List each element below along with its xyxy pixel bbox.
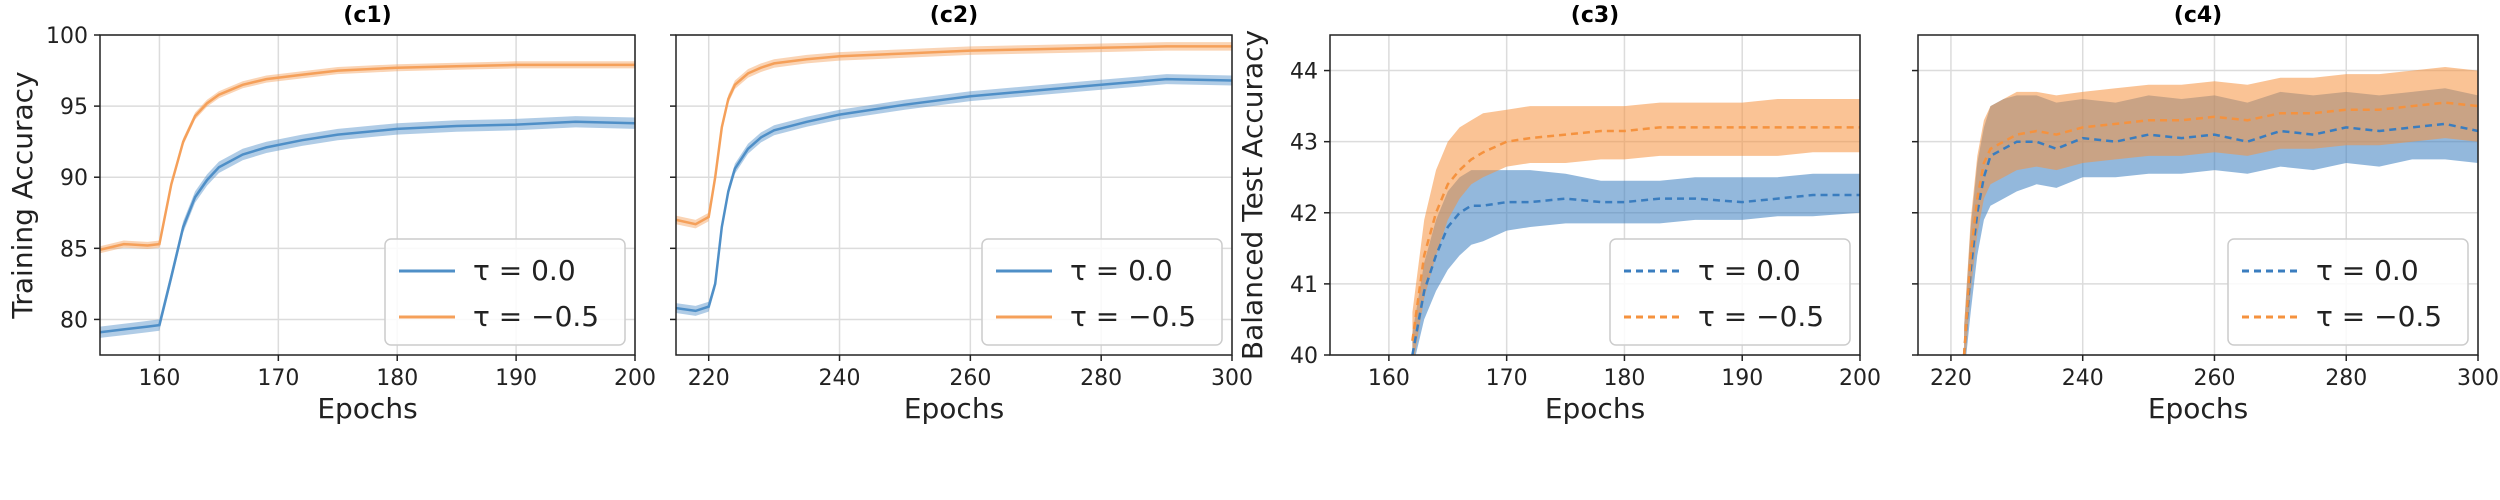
chart-panel-4: 220 240 260 280 300 (c4) Epochs τ = 0.0 τ = −0.5	[1912, 3, 2499, 425]
panel-title: (c4)	[2174, 3, 2222, 28]
panel-title: (c3)	[1571, 3, 1619, 28]
x-axis-label: Epochs	[317, 392, 417, 425]
y-tick-label: 44	[1290, 60, 1318, 85]
y-tick-label: 40	[1290, 344, 1318, 369]
legend-label-2: τ = −0.5	[473, 300, 599, 333]
legend: τ = 0.0 τ = −0.5	[1609, 238, 1851, 346]
y-tick-label: 90	[60, 166, 88, 191]
x-tick-label: 180	[1603, 366, 1645, 391]
x-tick-label: 200	[614, 366, 656, 391]
legend-label-1: τ = 0.0	[1698, 254, 1801, 287]
y-axis-label: Balanced Test Accuracy	[1236, 30, 1269, 360]
series-2-band	[1412, 99, 1860, 355]
x-tick-label: 300	[1211, 366, 1253, 391]
legend-box	[1609, 238, 1851, 346]
y-tick-label: 80	[60, 308, 88, 333]
x-tick-label: 280	[1080, 366, 1122, 391]
x-tick-label: 260	[949, 366, 991, 391]
x-axis-label: Epochs	[2148, 392, 2248, 425]
legend-label-2: τ = −0.5	[2316, 300, 2442, 333]
series-2-line	[1411, 126, 1860, 341]
plot-area	[100, 61, 635, 338]
x-tick-label: 170	[1486, 366, 1528, 391]
x-tick-label: 220	[1930, 366, 1972, 391]
plot-area	[1962, 67, 2478, 355]
x-tick-label: 300	[2457, 366, 2499, 391]
series-1-band	[1412, 170, 1860, 355]
series-2-line	[100, 63, 635, 252]
x-tick-label: 190	[1721, 366, 1763, 391]
series-1-line	[1962, 122, 2478, 355]
chart-panel-3: 160 170 180 190 200 40 41 42 43 44 (c3) Epochs Balan…	[1236, 3, 1881, 425]
y-tick-label: 95	[60, 95, 88, 120]
x-axis-label: Epochs	[904, 392, 1004, 425]
x-axis-label: Epochs	[1545, 392, 1645, 425]
legend-label-1: τ = 0.0	[1070, 254, 1173, 287]
x-tick-label: 160	[138, 366, 180, 391]
legend-label-1: τ = 0.0	[2316, 254, 2419, 287]
legend-label-2: τ = −0.5	[1070, 300, 1196, 333]
legend-label-2: τ = −0.5	[1698, 300, 1824, 333]
x-tick-label: 280	[2325, 366, 2367, 391]
series-2-line	[676, 45, 1232, 226]
x-tick-label: 260	[2193, 366, 2235, 391]
legend: τ = 0.0 τ = −0.5	[2227, 238, 2469, 346]
axes-frame	[675, 34, 1233, 356]
x-tick-label: 240	[819, 366, 861, 391]
series-1-line	[676, 77, 1232, 313]
axes-frame	[99, 34, 636, 356]
chart-panel-2: 220 240 260 280 300 (c2) Epochs τ = 0.0 τ = −0.5	[670, 3, 1253, 425]
plot-area	[1411, 99, 1860, 355]
y-axis-label: Training Accuracy	[6, 71, 39, 319]
series-1-line	[100, 120, 635, 334]
x-tick-label: 220	[688, 366, 730, 391]
panel-title: (c2)	[930, 3, 978, 28]
legend-label-1: τ = 0.0	[473, 254, 576, 287]
legend: τ = 0.0 τ = −0.5	[981, 238, 1223, 346]
series-2-band	[1964, 67, 2478, 355]
legend-box	[2227, 238, 2469, 346]
x-tick-label: 240	[2062, 366, 2104, 391]
plot-area	[676, 42, 1232, 316]
y-tick-label: 41	[1290, 273, 1318, 298]
y-tick-label: 85	[60, 237, 88, 262]
panel-title: (c1)	[343, 3, 391, 28]
x-tick-label: 180	[376, 366, 418, 391]
axes-frame	[1917, 34, 2479, 356]
x-tick-label: 170	[257, 366, 299, 391]
legend: τ = 0.0 τ = −0.5	[384, 238, 626, 346]
y-tick-label: 43	[1290, 131, 1318, 156]
y-tick-label: 100	[46, 24, 88, 49]
x-tick-label: 160	[1368, 366, 1410, 391]
y-tick-label: 42	[1290, 202, 1318, 227]
axes-frame	[1329, 34, 1861, 356]
x-tick-label: 200	[1839, 366, 1881, 391]
chart-panel-1: 160 170 180 190 200 80 85 90 95 100 (c1) Epochs Trai…	[6, 3, 656, 425]
series-2-band	[100, 61, 635, 254]
x-tick-label: 190	[495, 366, 537, 391]
series-1-line	[1411, 193, 1860, 355]
